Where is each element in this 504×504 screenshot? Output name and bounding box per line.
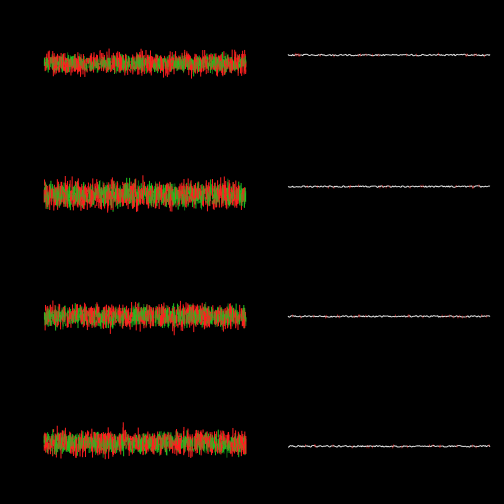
figure-root [0, 0, 504, 504]
figure-svg [0, 0, 504, 504]
panel-r1-c0 [44, 152, 246, 236]
panel-r3-c0 [44, 395, 246, 479]
panel-r2-c1 [288, 273, 490, 357]
panel-r0-c0 [44, 30, 246, 114]
panel-r0-c1 [288, 30, 490, 114]
panel-r3-c1 [288, 395, 490, 479]
panel-r1-c1 [288, 152, 490, 236]
panel-r2-c0 [44, 273, 246, 357]
